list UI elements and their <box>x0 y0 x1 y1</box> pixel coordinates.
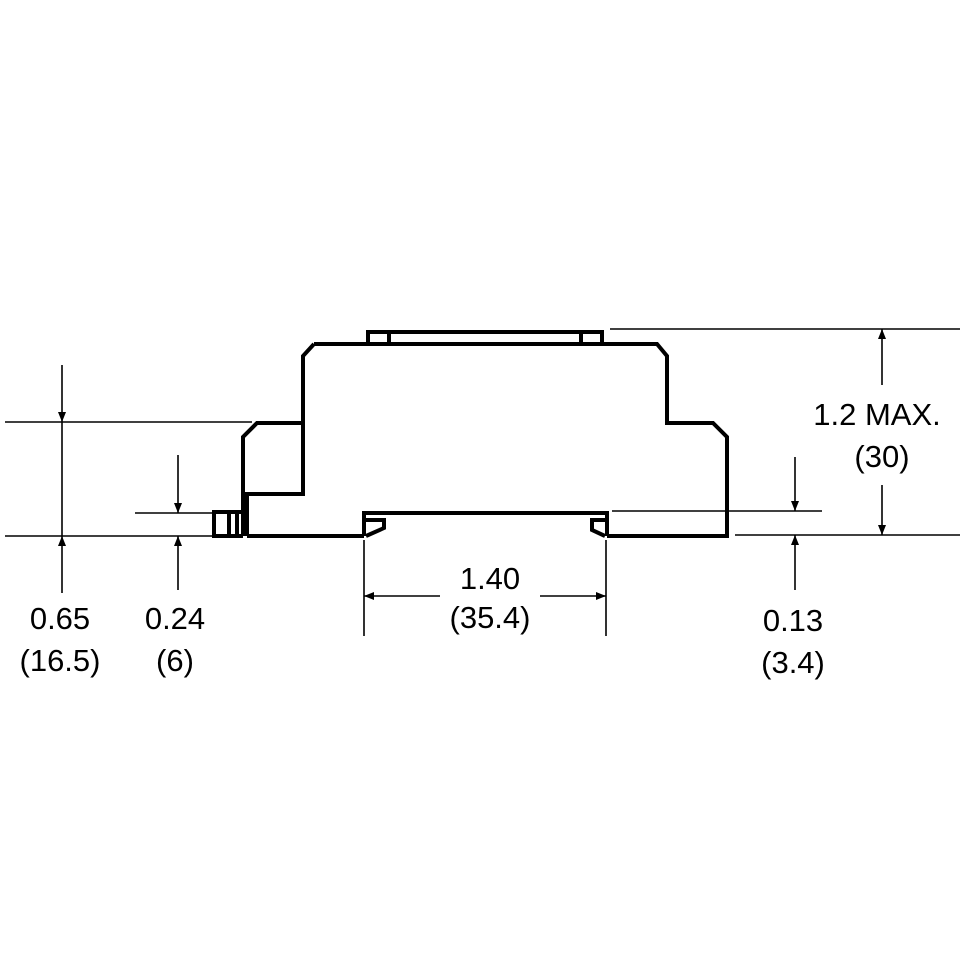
device-outline <box>212 330 729 538</box>
rail-width-mm: (35.4) <box>450 600 531 635</box>
step-height-mm: (16.5) <box>20 643 101 678</box>
step-height-inch: 0.65 <box>30 601 90 636</box>
dimension-rail-width: 1.40 (35.4) <box>363 540 607 636</box>
connector-height-inch: 0.24 <box>145 601 205 636</box>
right-rail-hook <box>590 518 607 538</box>
connector <box>212 510 243 538</box>
dimension-connector-height: 0.24 (6) <box>135 455 212 678</box>
overall-height-inch: 1.2 MAX. <box>813 397 941 432</box>
rail-depth-mm: (3.4) <box>761 645 825 680</box>
left-module-box <box>243 423 305 496</box>
rail-depth-inch: 0.13 <box>763 603 823 638</box>
rail-slot <box>362 511 609 536</box>
dimension-step-height: 0.65 (16.5) <box>5 365 252 678</box>
body-outline <box>241 342 729 538</box>
overall-height-mm: (30) <box>854 439 909 474</box>
connector-height-mm: (6) <box>156 643 194 678</box>
dimension-overall-height: 1.2 MAX. (30) <box>610 328 960 535</box>
dimension-rail-depth: 0.13 (3.4) <box>612 457 960 680</box>
left-rail-hook <box>364 518 386 538</box>
rail-width-inch: 1.40 <box>460 561 520 596</box>
